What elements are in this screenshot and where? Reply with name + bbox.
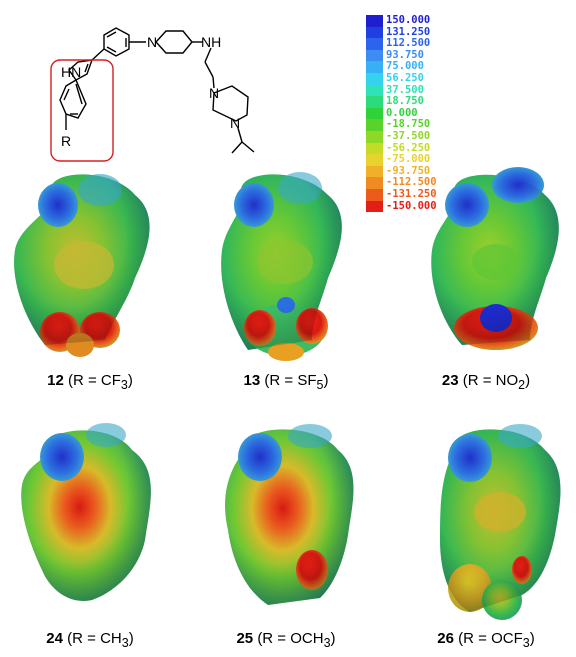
scale-label: 18.750 (386, 95, 424, 108)
caption-26: 26 (R = OCF3) (437, 630, 535, 650)
scale-label: 93.750 (386, 48, 424, 61)
esp-surface-24 (21, 423, 151, 601)
atom-label-indole-nh: HN (61, 64, 81, 80)
scale-row: 112.500 (366, 37, 448, 50)
scale-swatch (366, 96, 383, 108)
scale-label: -37.500 (386, 129, 431, 142)
esp-surface-26 (440, 424, 561, 620)
piperidine-ring (155, 30, 193, 54)
scale-swatch (366, 119, 383, 131)
scale-label: -56.250 (386, 141, 431, 154)
scale-label: -150.000 (386, 199, 437, 212)
scale-row: -75.000 (366, 153, 448, 166)
scale-row: 0.000 (366, 106, 448, 120)
scale-swatch (366, 188, 383, 201)
scale-row: -37.500 (366, 129, 448, 143)
piperazine-ring (212, 85, 249, 122)
scale-swatch (366, 154, 383, 166)
scale-row: 150.000 (366, 14, 448, 27)
indole-pyrrole-ring (68, 59, 94, 81)
esp-surface-13 (221, 172, 342, 361)
scale-row: 56.250 (366, 71, 448, 85)
scale-label: 75.000 (386, 60, 424, 73)
scale-swatch (366, 84, 383, 97)
scale-swatch (366, 38, 383, 50)
scale-row: 93.750 (366, 48, 448, 62)
scale-swatch (366, 107, 383, 120)
scale-swatch (366, 177, 383, 189)
esp-surface-12 (14, 174, 150, 357)
substituent-highlight-box (50, 59, 114, 162)
scale-label: 0.000 (386, 106, 418, 119)
scale-label: -18.750 (386, 118, 431, 131)
scale-swatch (366, 130, 383, 143)
scale-label: 112.500 (386, 37, 431, 50)
scale-row: 75.000 (366, 60, 448, 73)
atom-label-n-piperazine-top: N (209, 85, 219, 101)
scale-label: -93.750 (386, 164, 431, 177)
atom-label-amine-nh: NH (201, 34, 221, 50)
esp-surface-25 (225, 424, 354, 605)
scale-row: -56.250 (366, 141, 448, 155)
scale-swatch (366, 49, 383, 62)
scale-swatch (366, 165, 383, 178)
atom-label-n-piperidine: N (147, 34, 157, 50)
caption-25: 25 (R = OCH3) (236, 630, 336, 650)
scale-label: -75.000 (386, 153, 431, 166)
scale-row: 18.750 (366, 95, 448, 108)
chemical-structure (59, 27, 255, 154)
scale-label: 150.000 (386, 14, 431, 26)
scale-swatch (366, 72, 383, 85)
color-scale: 150.000 131.250 112.500 93.750 75.000 56.250 3… (366, 14, 448, 213)
scale-label: 56.250 (386, 71, 424, 84)
scale-swatch (366, 26, 383, 39)
caption-24: 24 (R = CH3) (46, 630, 134, 650)
esp-surface-23 (431, 167, 559, 350)
scale-swatch (366, 142, 383, 155)
scale-row: 37.500 (366, 83, 448, 97)
scale-swatch (366, 61, 383, 73)
scale-row: 131.250 (366, 25, 448, 39)
scale-label: 37.500 (386, 83, 424, 96)
scale-label: 131.250 (386, 25, 431, 38)
scale-row: -93.750 (366, 164, 448, 178)
scale-row: -112.500 (366, 176, 448, 189)
scale-swatch (366, 15, 383, 27)
scale-row: -131.250 (366, 187, 448, 201)
scale-row: -150.000 (366, 199, 448, 213)
atom-label-substituent: R (61, 133, 71, 149)
scale-swatch (366, 200, 383, 213)
scale-label: -131.250 (386, 187, 437, 200)
caption-12: 12 (R = CF3) (47, 372, 133, 392)
scale-row: -18.750 (366, 118, 448, 131)
atom-label-n-piperazine-bottom: N (230, 115, 240, 131)
phenyl-ring (103, 27, 130, 57)
caption-13: 13 (R = SF5) (243, 372, 329, 392)
scale-label: -112.500 (386, 176, 437, 189)
caption-23: 23 (R = NO2) (441, 372, 531, 392)
